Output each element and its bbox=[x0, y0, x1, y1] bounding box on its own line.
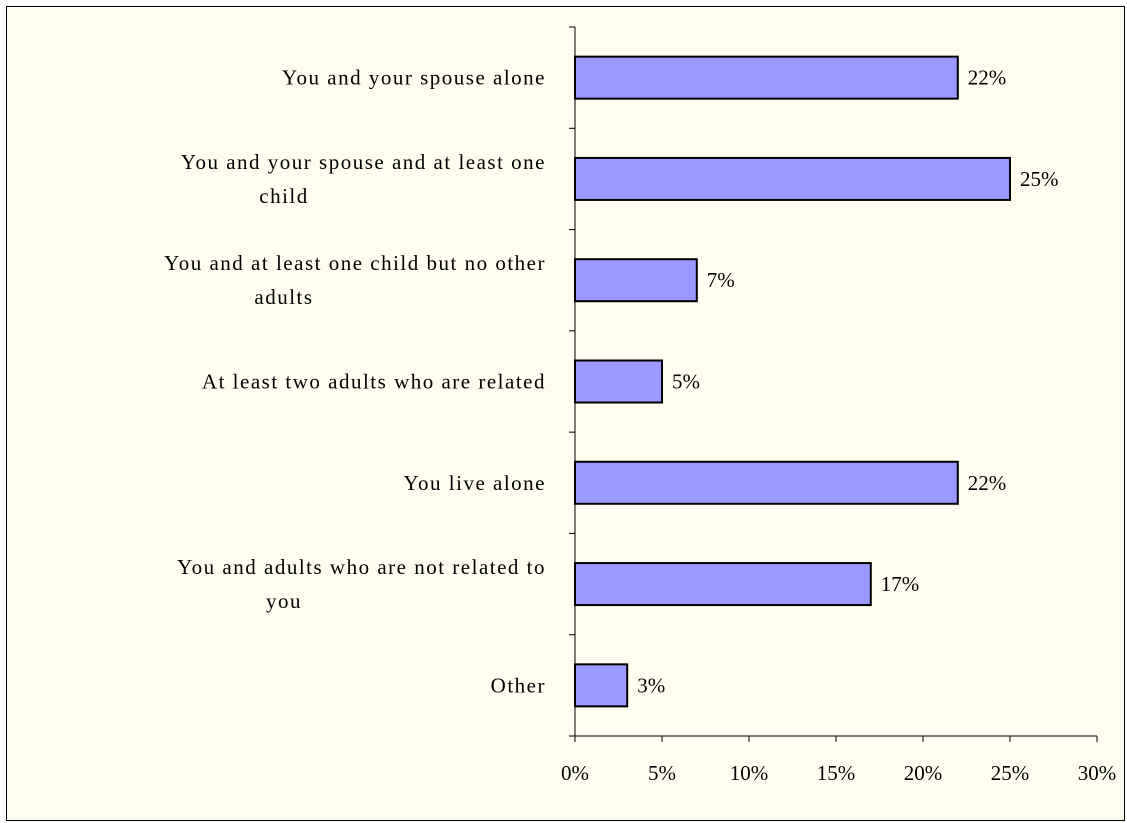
data-label: 25% bbox=[1020, 167, 1059, 191]
x-tick-label: 0% bbox=[561, 761, 589, 785]
data-label: 5% bbox=[672, 370, 700, 394]
category-label: You and your spouse and at least one bbox=[181, 150, 546, 174]
data-label: 17% bbox=[881, 572, 920, 596]
chart-area: 0% 5% 10% 15% 20% 25% 30% 22% You and your spous… bbox=[6, 6, 1125, 821]
x-tick-label: 25% bbox=[991, 761, 1030, 785]
data-label: 7% bbox=[707, 268, 735, 292]
category-label: At least two adults who are related bbox=[202, 370, 546, 394]
bar bbox=[574, 258, 698, 303]
data-label: 22% bbox=[968, 471, 1007, 495]
category-label: adults bbox=[254, 285, 313, 309]
x-tick-label: 10% bbox=[730, 761, 769, 785]
category-label: you bbox=[266, 589, 302, 613]
x-tick-label: 30% bbox=[1078, 761, 1117, 785]
data-label: 22% bbox=[968, 66, 1007, 90]
category-label: You and your spouse alone bbox=[282, 66, 546, 90]
category-label: You and at least one child but no other bbox=[164, 251, 546, 275]
x-tick-label: 15% bbox=[817, 761, 856, 785]
category-label: child bbox=[259, 184, 309, 208]
category-label: You live alone bbox=[403, 471, 546, 495]
bar bbox=[574, 359, 663, 404]
bar bbox=[574, 460, 959, 505]
bar bbox=[574, 562, 872, 607]
category-label: Other bbox=[491, 673, 546, 697]
data-label: 3% bbox=[637, 673, 665, 697]
bar-chart: 0% 5% 10% 15% 20% 25% 30% 22% You and your spous… bbox=[164, 26, 1117, 785]
x-tick-label: 20% bbox=[904, 761, 943, 785]
x-tick-label: 5% bbox=[648, 761, 676, 785]
bar bbox=[574, 156, 1011, 201]
category-label: You and adults who are not related to bbox=[177, 555, 546, 579]
bar bbox=[574, 55, 959, 100]
bar bbox=[574, 663, 629, 708]
